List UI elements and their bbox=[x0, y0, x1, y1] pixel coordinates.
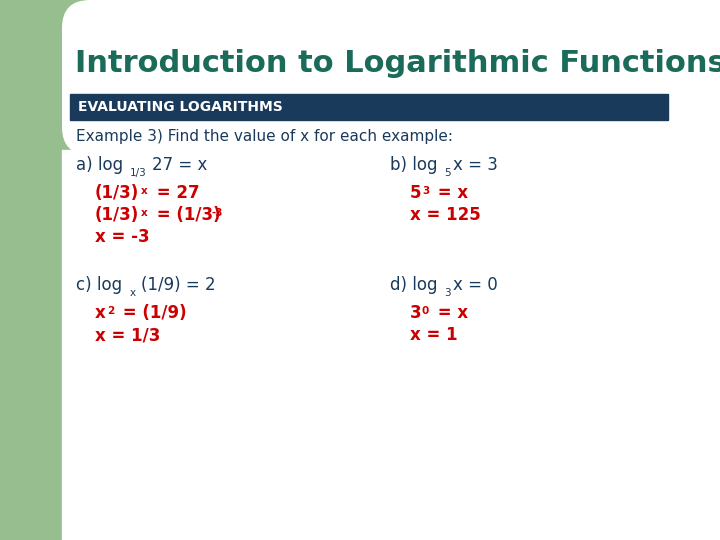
Text: b) log: b) log bbox=[390, 156, 438, 174]
Text: x = 1/3: x = 1/3 bbox=[95, 326, 161, 344]
Text: x: x bbox=[95, 304, 106, 322]
FancyBboxPatch shape bbox=[62, 0, 720, 155]
Text: -3: -3 bbox=[211, 208, 222, 218]
Text: x: x bbox=[141, 186, 148, 196]
Text: (1/3): (1/3) bbox=[95, 184, 139, 202]
Text: 5: 5 bbox=[410, 184, 421, 202]
Text: d) log: d) log bbox=[390, 276, 438, 294]
Text: x = 0: x = 0 bbox=[453, 276, 498, 294]
Text: (1/3): (1/3) bbox=[95, 206, 139, 224]
Bar bbox=[62, 150, 720, 540]
Text: x: x bbox=[141, 208, 148, 218]
Text: x: x bbox=[130, 288, 136, 298]
Text: = x: = x bbox=[432, 184, 468, 202]
Text: 27 = x: 27 = x bbox=[152, 156, 207, 174]
Text: x = 3: x = 3 bbox=[453, 156, 498, 174]
Text: EVALUATING LOGARITHMS: EVALUATING LOGARITHMS bbox=[78, 100, 283, 114]
Text: Introduction to Logarithmic Functions: Introduction to Logarithmic Functions bbox=[75, 49, 720, 78]
Bar bbox=[70, 94, 668, 120]
Bar bbox=[252, 0, 720, 150]
Text: 5: 5 bbox=[444, 168, 451, 178]
Text: 3: 3 bbox=[422, 186, 429, 196]
Text: Example 3) Find the value of x for each example:: Example 3) Find the value of x for each … bbox=[76, 130, 453, 145]
Text: a) log: a) log bbox=[76, 156, 123, 174]
Text: 3: 3 bbox=[444, 288, 451, 298]
Text: = x: = x bbox=[432, 304, 468, 322]
Bar bbox=[62, 0, 252, 150]
Text: x = 125: x = 125 bbox=[410, 206, 481, 224]
Text: x = 1: x = 1 bbox=[410, 326, 458, 344]
Bar bbox=[0, 0, 62, 540]
Text: 0: 0 bbox=[422, 306, 429, 316]
Text: 1/3: 1/3 bbox=[130, 168, 147, 178]
Text: = (1/3): = (1/3) bbox=[151, 206, 220, 224]
Text: 2: 2 bbox=[107, 306, 114, 316]
Text: = 27: = 27 bbox=[151, 184, 199, 202]
Text: (1/9) = 2: (1/9) = 2 bbox=[141, 276, 215, 294]
Text: x = -3: x = -3 bbox=[95, 228, 150, 246]
Text: = (1/9): = (1/9) bbox=[117, 304, 186, 322]
Text: 3: 3 bbox=[410, 304, 422, 322]
Text: c) log: c) log bbox=[76, 276, 122, 294]
